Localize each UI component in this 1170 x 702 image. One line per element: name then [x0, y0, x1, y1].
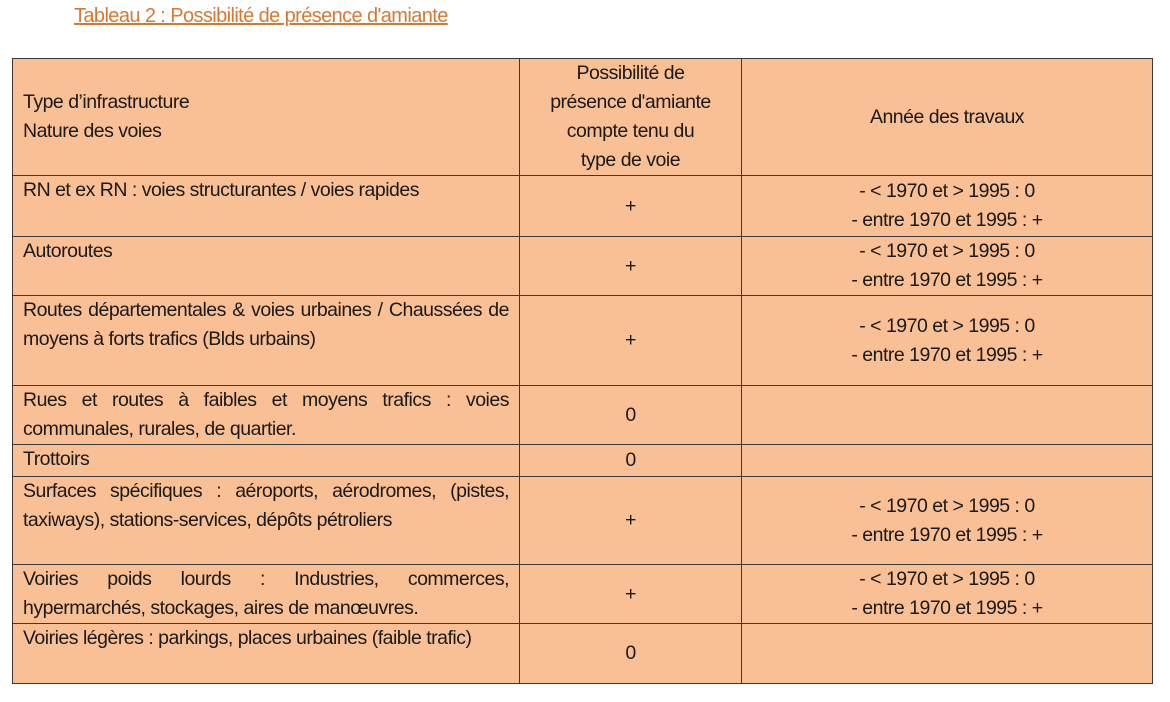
cell-possibility: + — [519, 175, 742, 237]
cell-possibility: + — [519, 564, 742, 624]
table-row: Autoroutes + - < 1970 et > 1995 : 0 - en… — [12, 236, 1153, 296]
cell-possibility: 0 — [519, 385, 742, 445]
cell-possibility: + — [519, 476, 742, 565]
asbestos-table: Type d’infrastructure Nature des voies P… — [12, 58, 1153, 684]
cell-possibility: 0 — [519, 444, 742, 477]
header-row: Type d’infrastructure Nature des voies P… — [12, 58, 1153, 176]
table-row: Voiries légères : parkings, places urbai… — [12, 623, 1153, 684]
years-line: - < 1970 et > 1995 : 0 — [859, 180, 1035, 202]
cell-type: Autoroutes — [12, 236, 520, 296]
header-type-line: Type d’infrastructure — [23, 91, 190, 113]
header-type: Type d’infrastructure Nature des voies — [12, 58, 520, 176]
cell-years: - < 1970 et > 1995 : 0 - entre 1970 et 1… — [741, 564, 1153, 624]
years-line: - entre 1970 et 1995 : + — [851, 209, 1043, 231]
years-line: - < 1970 et > 1995 : 0 — [859, 494, 1035, 517]
header-type-line: Nature des voies — [23, 120, 162, 142]
cell-possibility: 0 — [519, 623, 742, 684]
header-possibility-line: présence d'amiante — [550, 91, 711, 113]
cell-years — [741, 623, 1153, 684]
cell-type: Rues et routes à faibles et moyens trafi… — [12, 385, 520, 445]
table-row: Routes départementales & voies urbaines … — [12, 295, 1153, 386]
years-line: - entre 1970 et 1995 : + — [851, 269, 1043, 291]
years-line: - entre 1970 et 1995 : + — [851, 597, 1043, 619]
cell-type: Routes départementales & voies urbaines … — [12, 295, 520, 386]
table-row: Rues et routes à faibles et moyens trafi… — [12, 385, 1153, 445]
cell-type: Surfaces spécifiques : aéroports, aérodr… — [12, 476, 520, 565]
table-row: Voiries poids lourds : Industries, comme… — [12, 564, 1153, 624]
years-line: - < 1970 et > 1995 : 0 — [859, 240, 1035, 262]
cell-type: RN et ex RN : voies structurantes / voie… — [12, 175, 520, 237]
cell-possibility: + — [519, 295, 742, 386]
cell-type: Trottoirs — [12, 444, 520, 477]
cell-years — [741, 385, 1153, 445]
table-row: Trottoirs 0 — [12, 444, 1153, 477]
years-line: - entre 1970 et 1995 : + — [851, 523, 1043, 546]
cell-years: - < 1970 et > 1995 : 0 - entre 1970 et 1… — [741, 175, 1153, 237]
cell-possibility: + — [519, 236, 742, 296]
cell-years: - < 1970 et > 1995 : 0 - entre 1970 et 1… — [741, 476, 1153, 565]
cell-type: Voiries légères : parkings, places urbai… — [12, 623, 520, 684]
cell-years: - < 1970 et > 1995 : 0 - entre 1970 et 1… — [741, 236, 1153, 296]
header-possibility-line: type de voie — [580, 149, 681, 171]
cell-years — [741, 444, 1153, 477]
header-possibility: Possibilité de présence d'amiante compte… — [519, 58, 742, 176]
years-line: - < 1970 et > 1995 : 0 — [859, 568, 1035, 590]
header-years: Année des travaux — [741, 58, 1153, 176]
table-row: Surfaces spécifiques : aéroports, aérodr… — [12, 476, 1153, 565]
cell-years: - < 1970 et > 1995 : 0 - entre 1970 et 1… — [741, 295, 1153, 386]
header-possibility-line: compte tenu du — [566, 120, 695, 142]
table-title: Tableau 2 : Possibilité de présence d'am… — [74, 5, 448, 27]
cell-type: Voiries poids lourds : Industries, comme… — [12, 564, 520, 624]
table-row: RN et ex RN : voies structurantes / voie… — [12, 175, 1153, 237]
years-line: - entre 1970 et 1995 : + — [851, 343, 1043, 366]
years-line: - < 1970 et > 1995 : 0 — [859, 314, 1035, 337]
header-possibility-line: Possibilité de — [576, 62, 685, 84]
